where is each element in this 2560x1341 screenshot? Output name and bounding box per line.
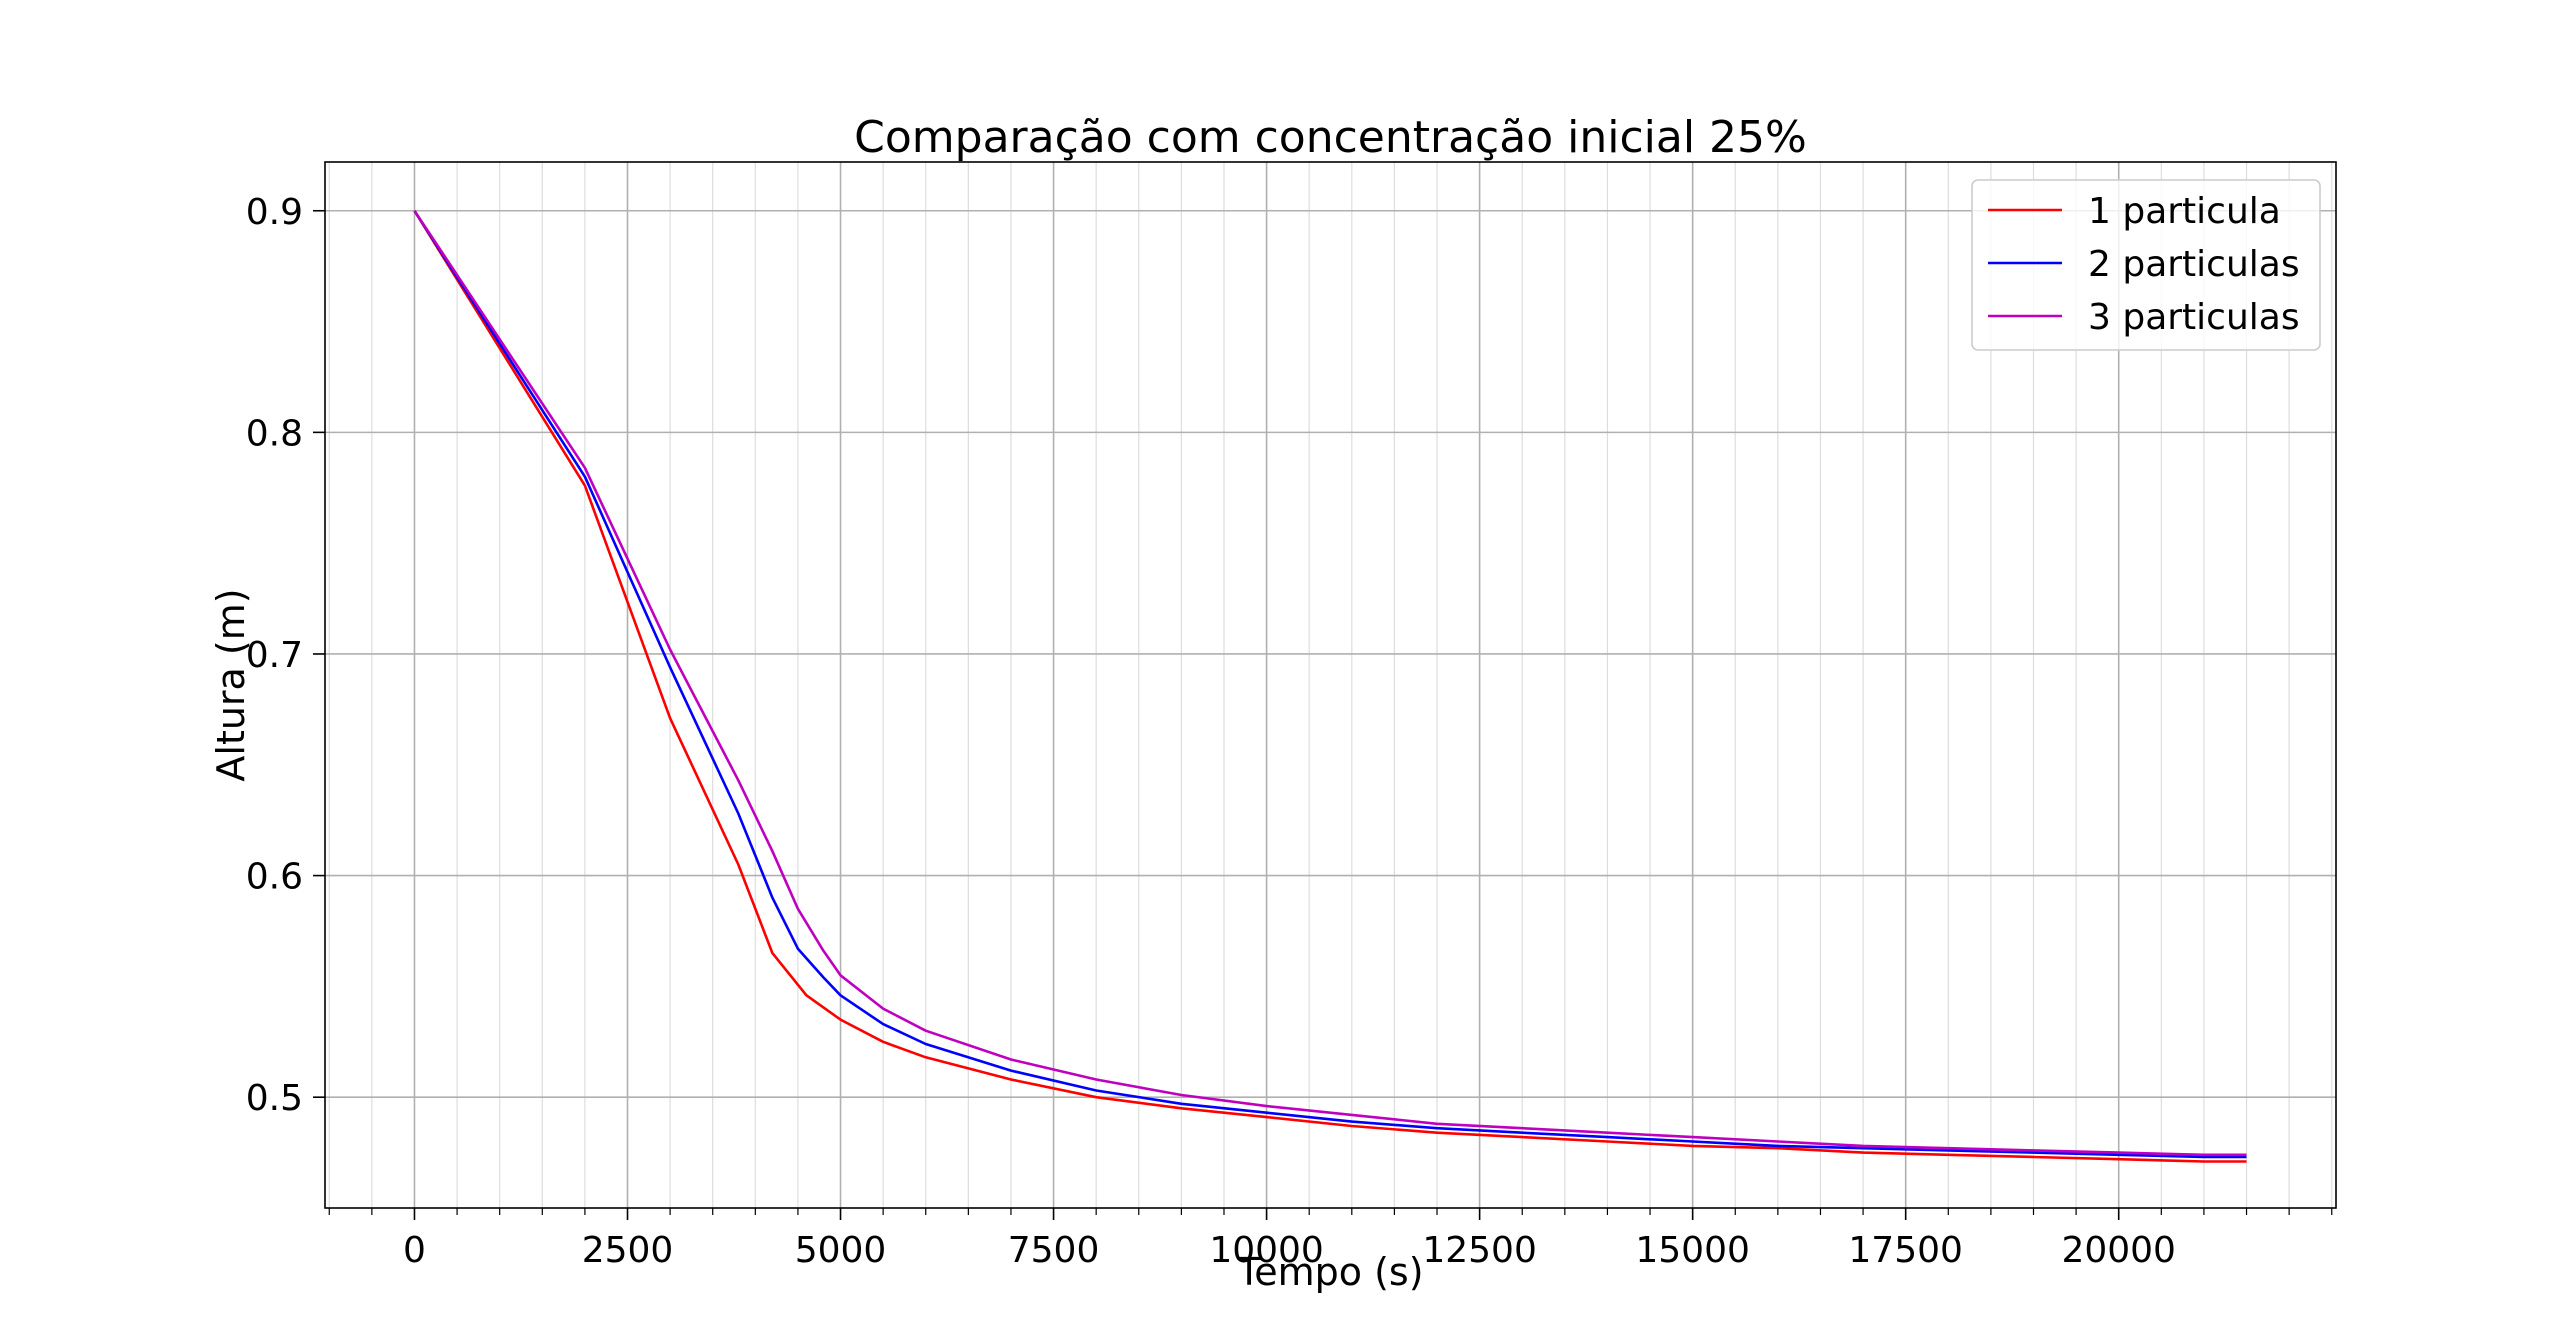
x-tick-label: 2500 (582, 1230, 674, 1271)
series-line-1 (413, 210, 2247, 1163)
chart-title: Comparação com concentração inicial 25% (854, 112, 1807, 163)
major-grid (325, 162, 2336, 1208)
series-line-2 (413, 210, 2247, 1159)
legend: 1 particula 2 particulas 3 particulas (1971, 179, 2321, 351)
x-tick-label: 17500 (1848, 1230, 1963, 1271)
y-axis-label: Altura (m) (209, 588, 253, 781)
plot-area-frame (324, 161, 2337, 1209)
x-axis-label: Tempo (s) (1236, 1250, 1423, 1294)
y-tick-label: 0.9 (246, 192, 303, 233)
y-tick-label: 0.6 (246, 857, 303, 898)
x-tick-label: 20000 (2061, 1230, 2176, 1271)
y-tick-label: 0.7 (246, 635, 303, 676)
series-layer (413, 210, 2247, 1163)
y-axis-ticks: 0.5 0.6 0.7 0.8 0.9 (246, 192, 325, 1119)
legend-label-1: 1 particula (2088, 191, 2281, 232)
x-tick-label: 10000 (1209, 1230, 1324, 1271)
y-tick-label: 0.8 (246, 413, 303, 454)
x-tick-label: 12500 (1422, 1230, 1537, 1271)
legend-label-3: 3 particulas (2088, 297, 2300, 338)
x-tick-label: 5000 (795, 1230, 887, 1271)
x-tick-label: 7500 (1008, 1230, 1100, 1271)
x-tick-label: 0 (403, 1230, 426, 1271)
x-axis-ticks: 0 2500 5000 7500 10000 12500 15000 17500 20000 (328, 1208, 2333, 1271)
series-line-3 (413, 210, 2247, 1157)
legend-box (1971, 179, 2321, 351)
minor-grid (328, 162, 2333, 1208)
legend-label-2: 2 particulas (2088, 244, 2300, 285)
y-tick-label: 0.5 (246, 1078, 303, 1119)
x-tick-label: 15000 (1635, 1230, 1750, 1271)
